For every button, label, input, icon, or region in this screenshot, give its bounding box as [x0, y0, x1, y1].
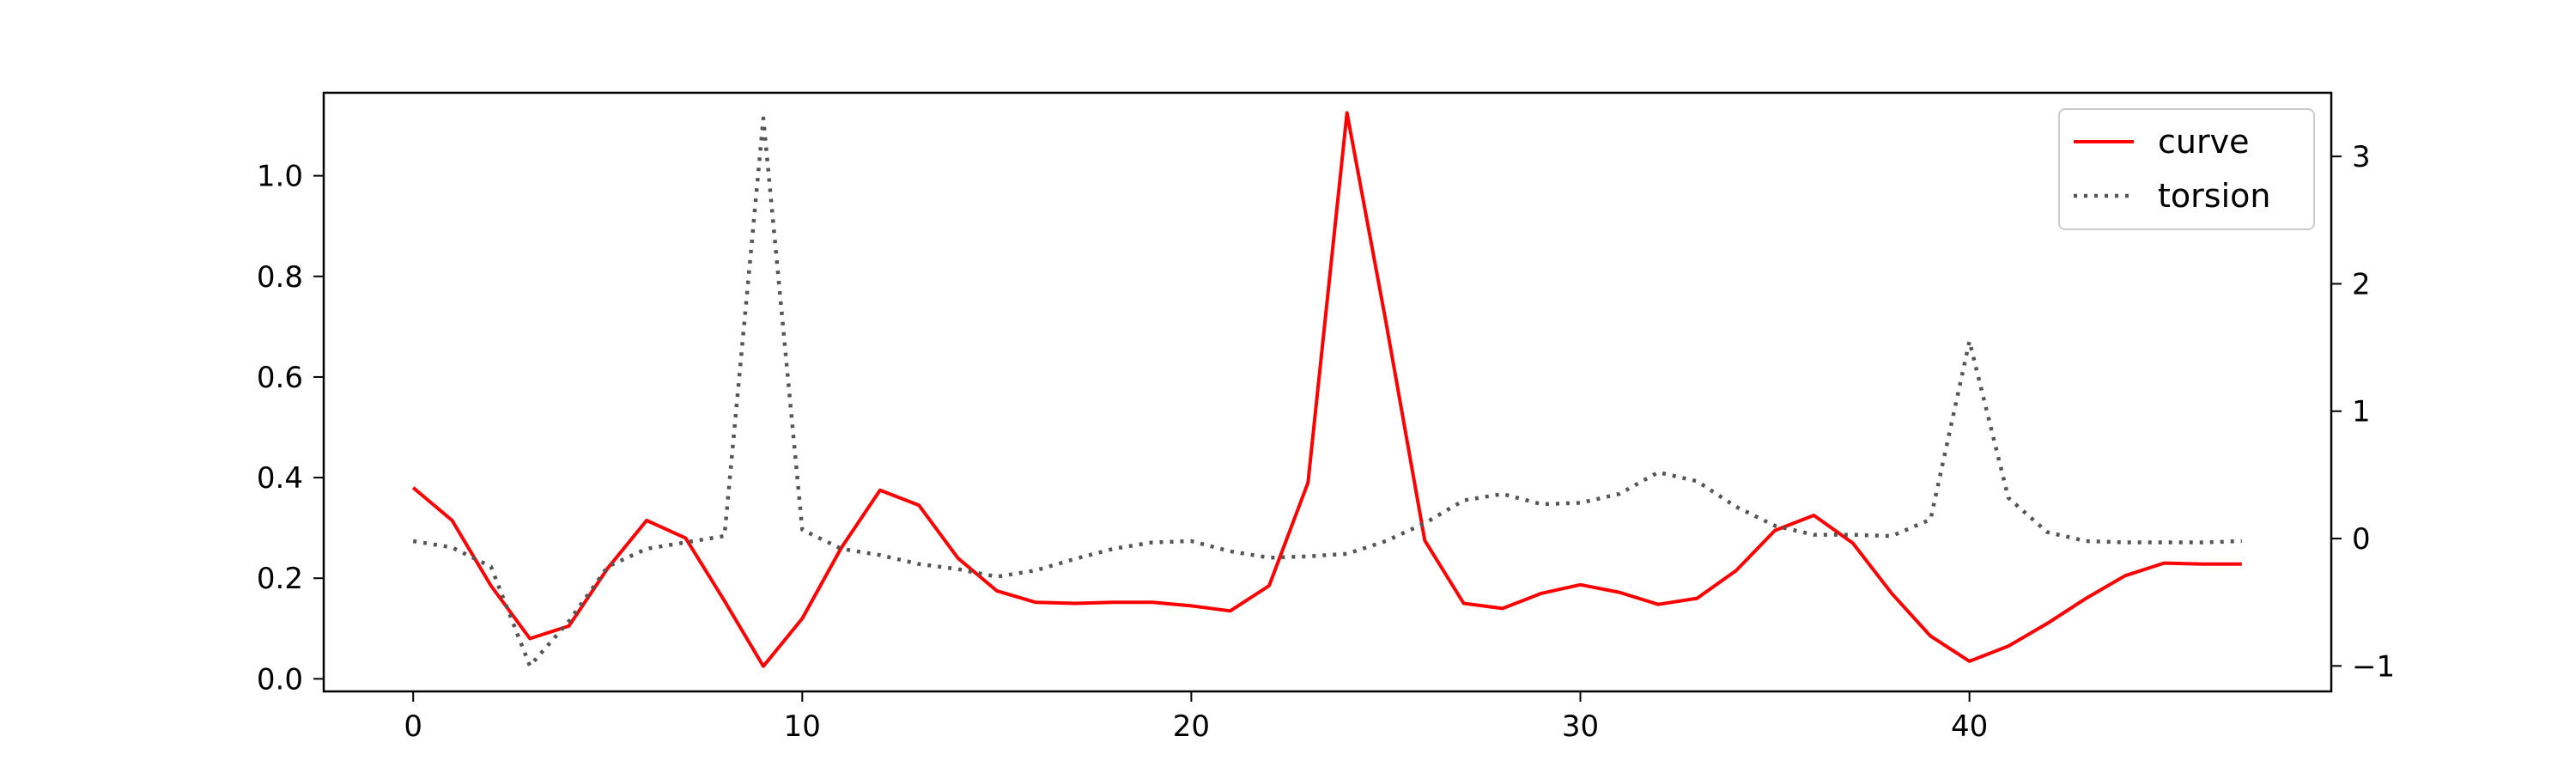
y2-tick-label: −1: [2352, 649, 2395, 684]
x-tick-label: 0: [404, 709, 422, 744]
x-tick-label: 30: [1562, 709, 1599, 744]
y2-tick-label: 3: [2352, 140, 2371, 174]
x-tick-label: 10: [784, 709, 821, 744]
y-axis-right: −1 0 1 2 3: [2331, 140, 2395, 684]
x-tick-label: 40: [1951, 709, 1988, 744]
y2-tick-label: 0: [2352, 522, 2371, 557]
plot-area: [411, 111, 2242, 668]
y-tick-label: 0.0: [257, 662, 303, 697]
y-tick-label: 0.4: [257, 461, 303, 496]
x-axis: 0 10 20 30 40: [404, 691, 1988, 744]
y-tick-label: 0.6: [257, 361, 303, 395]
y2-tick-label: 2: [2352, 267, 2371, 301]
y2-tick-label: 1: [2352, 395, 2371, 429]
y-tick-label: 0.8: [257, 260, 303, 295]
series-line-curve: [411, 111, 2242, 668]
legend: curve torsion: [2058, 108, 2315, 230]
legend-label-curve: curve: [2158, 123, 2249, 161]
legend-box: [2058, 108, 2315, 230]
x-tick-label: 20: [1173, 709, 1210, 744]
plot-frame: [322, 91, 2333, 693]
y-tick-label: 1.0: [257, 160, 303, 194]
y-axis-left: 0.0 0.2 0.4 0.6 0.8 1.0: [257, 160, 324, 697]
y-tick-label: 0.2: [257, 562, 303, 596]
legend-label-torsion: torsion: [2158, 177, 2270, 215]
